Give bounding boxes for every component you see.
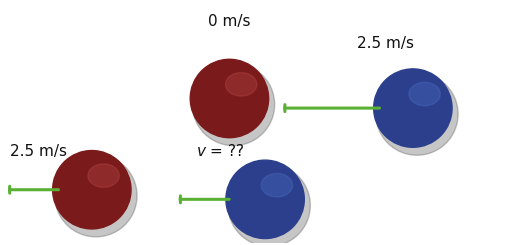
Ellipse shape — [192, 63, 275, 146]
Ellipse shape — [376, 73, 458, 155]
Ellipse shape — [88, 164, 119, 187]
Ellipse shape — [53, 150, 131, 229]
Ellipse shape — [409, 82, 440, 106]
Ellipse shape — [374, 69, 452, 147]
Ellipse shape — [190, 59, 269, 138]
Ellipse shape — [226, 73, 257, 96]
Ellipse shape — [55, 155, 137, 237]
Text: 2.5 m/s: 2.5 m/s — [357, 36, 414, 51]
Text: 0 m/s: 0 m/s — [208, 14, 251, 29]
Text: $\it{v}$ = ??: $\it{v}$ = ?? — [197, 143, 245, 159]
Ellipse shape — [261, 173, 293, 197]
Ellipse shape — [226, 160, 304, 239]
Text: 2.5 m/s: 2.5 m/s — [10, 144, 67, 159]
Ellipse shape — [228, 164, 310, 245]
